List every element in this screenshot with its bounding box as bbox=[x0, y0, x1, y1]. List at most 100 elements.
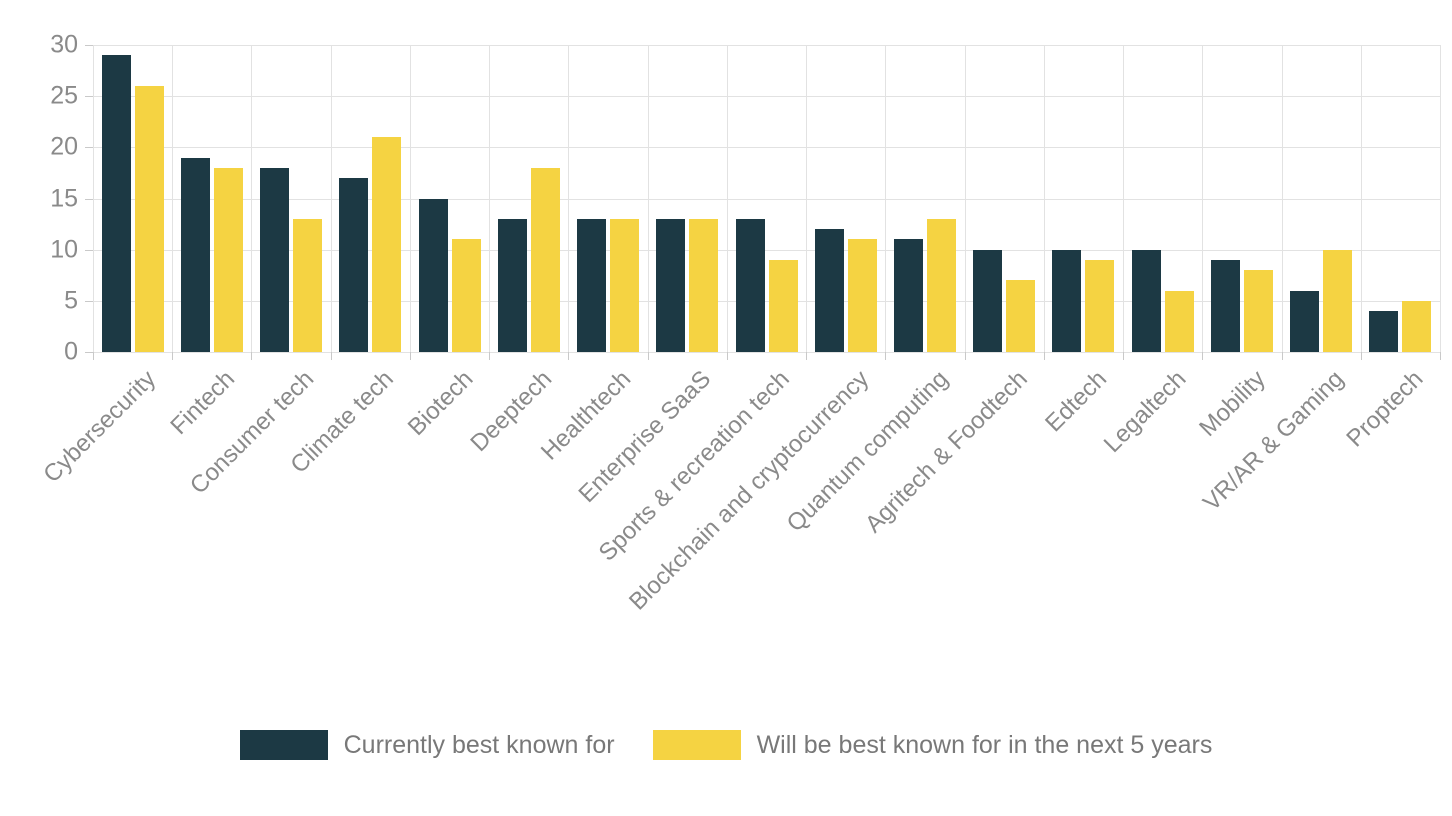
x-tick-12 bbox=[1043, 352, 1045, 360]
x-axis-label-legaltech: Legaltech bbox=[1098, 365, 1192, 458]
gridline-v-16 bbox=[1360, 45, 1362, 352]
legend-swatch-next-5-years bbox=[652, 730, 741, 760]
bar-currently-best-known-for-vr-ar-gaming bbox=[1290, 290, 1320, 352]
x-tick-5 bbox=[489, 352, 491, 360]
gridline-h-30 bbox=[93, 45, 1440, 46]
bar-will-be-best-known-for-in-the-next-5-years-healthtech bbox=[610, 218, 640, 352]
gridline-h-5 bbox=[93, 300, 1440, 302]
bar-currently-best-known-for-agritech-foodtech bbox=[973, 249, 1003, 352]
gridline-v-0 bbox=[93, 45, 94, 352]
gridline-v-3 bbox=[330, 45, 332, 352]
gridline-v-6 bbox=[568, 45, 570, 352]
y-tick-5 bbox=[85, 300, 93, 302]
bar-will-be-best-known-for-in-the-next-5-years-proptech bbox=[1402, 300, 1432, 352]
y-axis-label-20: 20 bbox=[50, 132, 78, 161]
gridline-v-14 bbox=[1202, 45, 1204, 352]
x-tick-0 bbox=[93, 352, 94, 360]
bar-will-be-best-known-for-in-the-next-5-years-biotech bbox=[451, 239, 481, 352]
y-axis-label-0: 0 bbox=[64, 337, 78, 366]
y-axis-label-10: 10 bbox=[50, 235, 78, 264]
y-tick-25 bbox=[85, 96, 93, 98]
bar-will-be-best-known-for-in-the-next-5-years-blockchain-and-cryptocurrency bbox=[847, 239, 877, 352]
gridline-v-7 bbox=[647, 45, 649, 352]
x-axis-label-agritech-foodtech: Agritech & Foodtech bbox=[859, 365, 1033, 539]
legend: Currently best known for Will be best kn… bbox=[0, 730, 1452, 760]
bar-will-be-best-known-for-in-the-next-5-years-legaltech bbox=[1164, 290, 1194, 352]
x-tick-13 bbox=[1123, 352, 1125, 360]
bar-currently-best-known-for-sports-recreation-tech bbox=[735, 218, 765, 352]
x-axis-label-vr-ar-gaming: VR/AR & Gaming bbox=[1198, 365, 1350, 517]
bar-will-be-best-known-for-in-the-next-5-years-deeptech bbox=[530, 167, 560, 352]
gridline-v-17 bbox=[1440, 45, 1441, 352]
x-tick-1 bbox=[172, 352, 174, 360]
legend-item-currently-best-known-for[interactable]: Currently best known for bbox=[239, 730, 615, 760]
x-tick-17 bbox=[1440, 352, 1441, 360]
bar-currently-best-known-for-deeptech bbox=[497, 218, 527, 352]
x-tick-11 bbox=[964, 352, 966, 360]
bar-currently-best-known-for-climate-tech bbox=[339, 178, 369, 352]
y-tick-10 bbox=[85, 249, 93, 251]
bar-currently-best-known-for-biotech bbox=[418, 198, 448, 352]
gridline-h-25 bbox=[93, 96, 1440, 98]
gridline-v-8 bbox=[726, 45, 728, 352]
gridline-v-13 bbox=[1123, 45, 1125, 352]
x-tick-8 bbox=[726, 352, 728, 360]
bar-currently-best-known-for-legaltech bbox=[1131, 249, 1161, 352]
gridline-h-0 bbox=[93, 352, 1440, 353]
x-tick-4 bbox=[409, 352, 411, 360]
bar-will-be-best-known-for-in-the-next-5-years-cybersecurity bbox=[134, 85, 164, 352]
gridline-v-1 bbox=[172, 45, 174, 352]
gridline-v-5 bbox=[489, 45, 491, 352]
x-tick-6 bbox=[568, 352, 570, 360]
gridline-v-15 bbox=[1281, 45, 1283, 352]
y-axis-label-30: 30 bbox=[50, 30, 78, 59]
gridline-v-12 bbox=[1043, 45, 1045, 352]
gridline-v-10 bbox=[885, 45, 887, 352]
bar-will-be-best-known-for-in-the-next-5-years-consumer-tech bbox=[293, 218, 323, 352]
bar-will-be-best-known-for-in-the-next-5-years-enterprise-saas bbox=[689, 218, 719, 352]
x-tick-7 bbox=[647, 352, 649, 360]
bar-will-be-best-known-for-in-the-next-5-years-edtech bbox=[1085, 259, 1115, 352]
bar-currently-best-known-for-consumer-tech bbox=[260, 167, 290, 352]
bar-currently-best-known-for-mobility bbox=[1210, 259, 1240, 352]
y-axis-label-25: 25 bbox=[50, 81, 78, 110]
bar-will-be-best-known-for-in-the-next-5-years-mobility bbox=[1243, 270, 1273, 352]
x-tick-15 bbox=[1281, 352, 1283, 360]
x-axis-label-edtech: Edtech bbox=[1039, 365, 1112, 438]
bar-currently-best-known-for-proptech bbox=[1369, 311, 1399, 352]
gridline-h-20 bbox=[93, 147, 1440, 149]
y-tick-15 bbox=[85, 198, 93, 200]
bar-will-be-best-known-for-in-the-next-5-years-sports-recreation-tech bbox=[768, 259, 798, 352]
gridline-v-9 bbox=[806, 45, 808, 352]
x-tick-3 bbox=[330, 352, 332, 360]
x-tick-14 bbox=[1202, 352, 1204, 360]
y-axis-label-15: 15 bbox=[50, 184, 78, 212]
y-tick-20 bbox=[85, 147, 93, 149]
x-axis-label-cybersecurity: Cybersecurity bbox=[38, 365, 162, 489]
x-tick-16 bbox=[1360, 352, 1362, 360]
x-tick-2 bbox=[251, 352, 253, 360]
legend-item-next-5-years[interactable]: Will be best known for in the next 5 yea… bbox=[652, 730, 1213, 760]
bar-currently-best-known-for-cybersecurity bbox=[101, 55, 131, 352]
gridline-h-10 bbox=[93, 249, 1440, 251]
gridline-v-4 bbox=[409, 45, 411, 352]
gridline-v-2 bbox=[251, 45, 253, 352]
x-tick-10 bbox=[885, 352, 887, 360]
bar-currently-best-known-for-blockchain-and-cryptocurrency bbox=[814, 229, 844, 352]
legend-label-currently-best-known-for: Currently best known for bbox=[343, 731, 615, 759]
x-axis-label-fintech: Fintech bbox=[165, 365, 241, 441]
x-axis-label-proptech: Proptech bbox=[1341, 365, 1429, 453]
bar-will-be-best-known-for-in-the-next-5-years-fintech bbox=[213, 167, 243, 352]
legend-swatch-currently-best-known-for bbox=[239, 730, 328, 760]
bar-currently-best-known-for-healthtech bbox=[577, 218, 607, 352]
bar-currently-best-known-for-quantum-computing bbox=[893, 239, 923, 352]
bar-will-be-best-known-for-in-the-next-5-years-climate-tech bbox=[372, 137, 402, 352]
bar-currently-best-known-for-edtech bbox=[1052, 249, 1082, 352]
bar-will-be-best-known-for-in-the-next-5-years-vr-ar-gaming bbox=[1323, 249, 1353, 352]
gridline-v-11 bbox=[964, 45, 966, 352]
x-axis-label-biotech: Biotech bbox=[402, 365, 478, 441]
bar-currently-best-known-for-enterprise-saas bbox=[656, 218, 686, 352]
legend-label-next-5-years: Will be best known for in the next 5 yea… bbox=[756, 731, 1213, 759]
x-axis-label-mobility: Mobility bbox=[1193, 365, 1271, 442]
